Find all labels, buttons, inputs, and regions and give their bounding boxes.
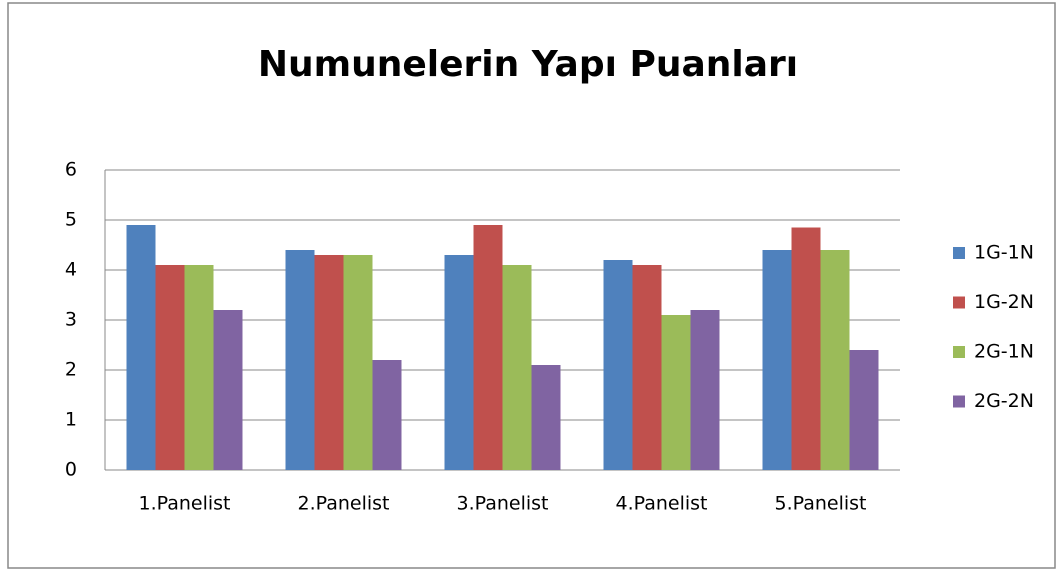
bar (632, 265, 662, 470)
y-tick-label: 4 (65, 259, 77, 281)
y-tick-label: 3 (65, 309, 77, 331)
bar (444, 255, 474, 470)
bar (762, 250, 792, 470)
x-tick-label: 5.Panelist (774, 493, 866, 515)
bar (155, 265, 185, 470)
y-tick-label: 2 (65, 359, 77, 381)
x-tick-label: 3.Panelist (456, 493, 548, 515)
bar (531, 365, 561, 470)
y-tick-label: 0 (65, 459, 77, 481)
legend-swatch (953, 296, 965, 309)
y-tick-label: 5 (65, 209, 77, 231)
bar (661, 315, 691, 470)
bar (126, 225, 156, 470)
bar (603, 260, 633, 470)
x-tick-label: 2.Panelist (297, 493, 389, 515)
chart-title: Numunelerin Yapı Puanları (258, 44, 798, 85)
bar (791, 227, 821, 470)
bar (849, 350, 879, 470)
bar (343, 255, 373, 470)
y-tick-label: 6 (65, 159, 77, 181)
bar (184, 265, 214, 470)
legend-swatch (953, 395, 965, 408)
legend-swatch (953, 247, 965, 259)
bar (820, 250, 850, 470)
bar (314, 255, 344, 470)
bar (285, 250, 315, 470)
x-tick-label: 1.Panelist (138, 493, 230, 515)
bar (473, 225, 503, 470)
legend-label: 2G-1N (974, 341, 1034, 363)
legend-label: 2G-2N (974, 390, 1034, 412)
y-tick-label: 1 (65, 409, 77, 431)
bar (502, 265, 532, 470)
legend-swatch (953, 346, 965, 358)
bar (372, 360, 402, 470)
legend-label: 1G-1N (974, 242, 1034, 264)
x-tick-label: 4.Panelist (615, 493, 707, 515)
legend-label: 1G-2N (974, 291, 1034, 313)
bar (213, 310, 243, 470)
bar (690, 310, 720, 470)
